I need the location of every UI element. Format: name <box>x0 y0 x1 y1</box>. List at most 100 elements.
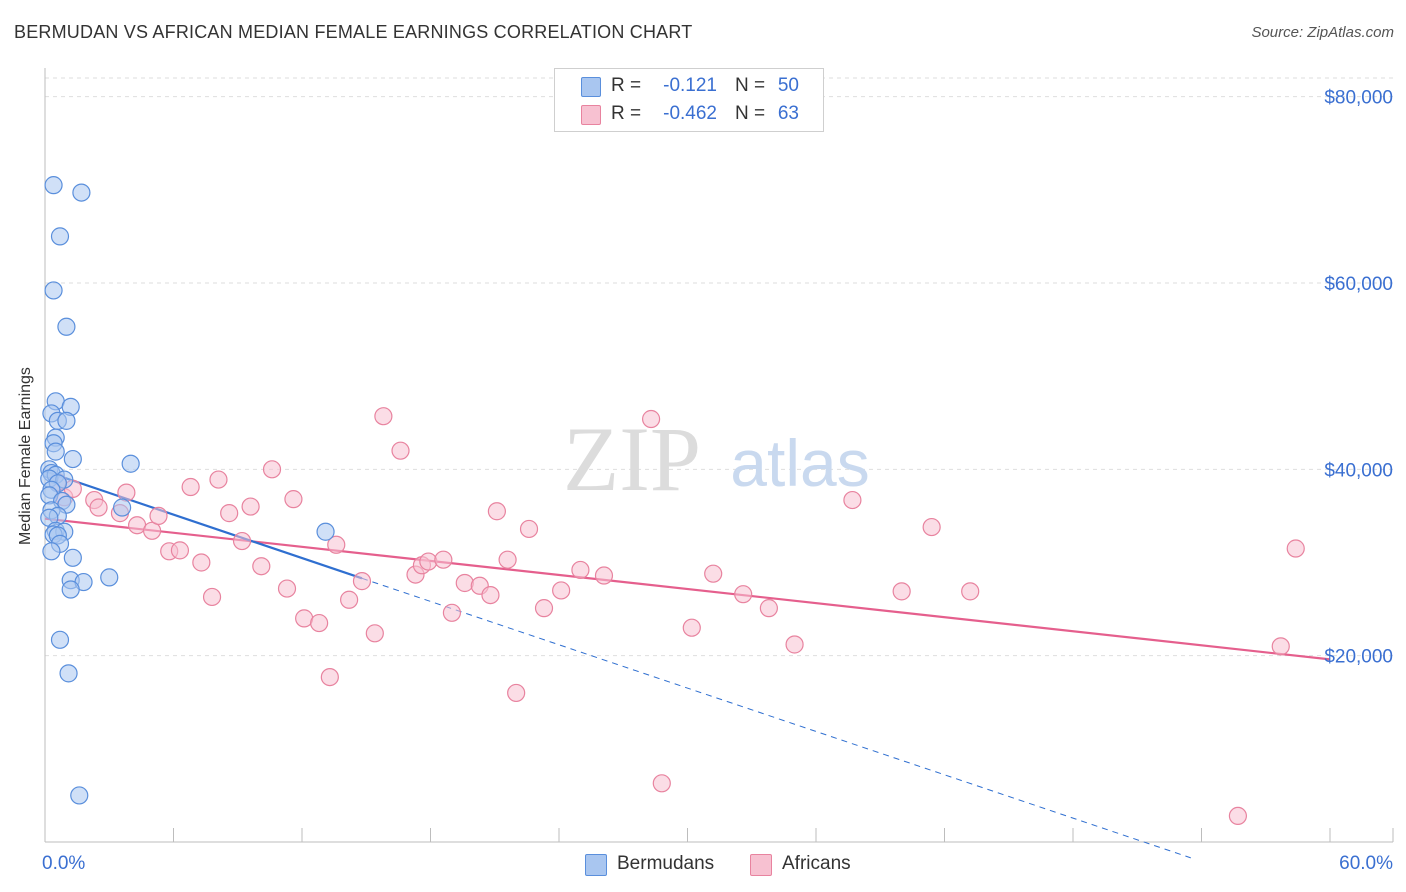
point-africans <box>734 585 753 604</box>
point-africans <box>442 603 462 622</box>
point-africans <box>481 585 500 605</box>
legend-n-label: N = <box>735 75 766 96</box>
point-bermudans <box>121 454 140 473</box>
legend-r-label: R = <box>611 75 642 96</box>
data-points <box>40 176 1305 826</box>
point-bermudans <box>316 522 335 541</box>
point-africans <box>262 460 282 479</box>
legend-n-label: N = <box>735 103 766 124</box>
point-africans <box>340 590 359 609</box>
trend-line-africans <box>44 517 1331 661</box>
point-africans <box>498 550 517 569</box>
point-africans <box>922 517 941 537</box>
axes <box>44 68 1394 843</box>
chart-title: BERMUDAN VS AFRICAN MEDIAN FEMALE EARNIN… <box>14 22 693 42</box>
point-africans <box>327 535 346 554</box>
point-africans <box>374 407 393 426</box>
point-bermudans <box>61 580 80 599</box>
point-africans <box>284 490 303 509</box>
watermark: ZIP atlas <box>563 408 870 510</box>
point-africans <box>352 572 372 591</box>
point-africans <box>252 557 271 576</box>
correlation-legend: R = -0.121 N = 50 R = -0.462 N = 63 <box>554 68 824 132</box>
y-tick-label: $80,000 <box>1324 88 1393 109</box>
point-africans <box>365 624 384 643</box>
point-africans <box>241 497 260 516</box>
y-tick-label: $20,000 <box>1324 647 1393 668</box>
watermark-zip: ZIP <box>563 408 701 510</box>
watermark-atlas: atlas <box>730 426 869 500</box>
point-africans <box>310 613 329 633</box>
point-africans <box>507 683 526 703</box>
point-africans <box>295 609 314 628</box>
point-africans <box>487 502 506 521</box>
y-axis-label: Median Female Earnings <box>17 367 34 545</box>
point-africans <box>785 635 804 654</box>
y-tick-label: $40,000 <box>1324 460 1393 481</box>
point-africans <box>759 599 778 618</box>
point-africans <box>320 667 339 687</box>
point-africans <box>455 573 474 593</box>
point-africans <box>181 477 200 497</box>
point-africans <box>704 564 723 583</box>
point-africans <box>652 774 671 793</box>
point-africans <box>1286 539 1305 558</box>
point-africans <box>843 490 862 510</box>
point-bermudans <box>50 630 70 649</box>
point-bermudans <box>63 548 82 567</box>
point-africans <box>682 618 701 637</box>
point-africans <box>209 470 228 489</box>
point-bermudans <box>63 449 82 469</box>
point-africans <box>594 566 614 585</box>
point-africans <box>519 519 539 539</box>
legend-row-africans: R = -0.462 N = 63 <box>555 100 823 128</box>
legend-r-value: -0.462 <box>663 103 717 124</box>
point-africans <box>391 441 410 460</box>
bottom-legend-label: Bermudans <box>617 853 715 874</box>
y-tick-label: $60,000 <box>1324 274 1393 295</box>
legend-row-bermudans: R = -0.121 N = 50 <box>555 72 823 100</box>
point-africans <box>220 504 239 523</box>
point-africans <box>552 581 571 600</box>
point-africans <box>641 409 661 429</box>
source-label: Source: ZipAtlas.com <box>1251 24 1394 41</box>
legend-swatch-africans <box>581 105 601 125</box>
point-africans <box>232 531 252 551</box>
bottom-legend-swatch-africans <box>750 854 772 876</box>
trend-line-bermudans <box>44 470 363 580</box>
legend-r-value: -0.121 <box>663 75 717 96</box>
x-tick-label: 0.0% <box>42 853 85 874</box>
tick-labels: $20,000 $40,000 $60,000 $80,000 0.0% 60.0% <box>42 88 1393 874</box>
legend-swatch-bermudans <box>581 77 601 97</box>
point-bermudans <box>57 411 76 430</box>
bottom-legend-label: Africans <box>782 853 851 874</box>
point-bermudans <box>72 183 91 202</box>
point-bermudans <box>42 542 61 561</box>
legend-n-value: 63 <box>777 103 799 124</box>
bottom-legend-swatch-bermudans <box>585 854 607 876</box>
point-africans <box>1271 637 1290 656</box>
legend-n-value: 50 <box>777 75 799 96</box>
point-bermudans <box>59 664 78 683</box>
point-bermudans <box>112 498 132 517</box>
point-bermudans <box>100 568 119 587</box>
point-africans <box>419 552 438 571</box>
point-africans <box>170 541 190 560</box>
point-africans <box>117 483 136 502</box>
point-bermudans <box>57 317 76 336</box>
point-bermudans <box>46 442 65 461</box>
point-bermudans <box>70 786 89 805</box>
x-tick-label: 60.0% <box>1339 853 1393 874</box>
point-africans <box>202 587 222 607</box>
point-africans <box>277 579 297 598</box>
point-bermudans <box>50 227 70 246</box>
point-bermudans <box>44 176 63 195</box>
point-africans <box>192 553 211 572</box>
point-africans <box>149 506 168 526</box>
point-africans <box>1228 806 1248 826</box>
point-africans <box>534 599 554 618</box>
point-africans <box>892 582 911 601</box>
point-africans <box>961 582 980 601</box>
point-africans <box>89 498 108 517</box>
